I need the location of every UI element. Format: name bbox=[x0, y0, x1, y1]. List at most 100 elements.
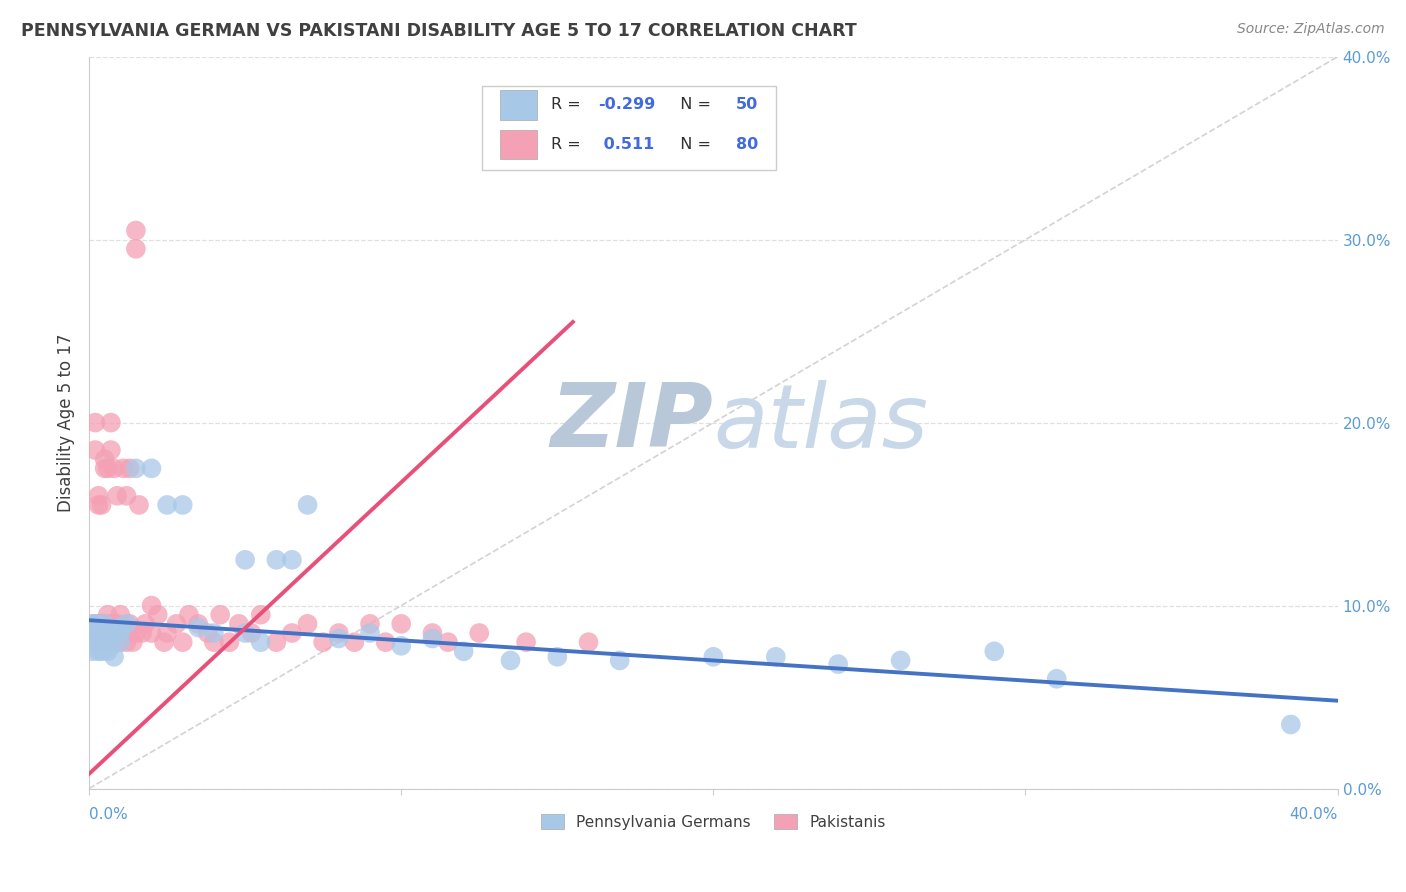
Point bbox=[197, 626, 219, 640]
Y-axis label: Disability Age 5 to 17: Disability Age 5 to 17 bbox=[58, 334, 75, 512]
Point bbox=[87, 644, 110, 658]
Point bbox=[84, 616, 107, 631]
Text: N =: N = bbox=[669, 97, 716, 112]
Point bbox=[90, 644, 112, 658]
Point bbox=[110, 626, 132, 640]
Point bbox=[578, 635, 600, 649]
Point bbox=[125, 223, 148, 237]
Point bbox=[389, 616, 412, 631]
Point bbox=[890, 653, 912, 667]
Point bbox=[118, 616, 141, 631]
Text: 80: 80 bbox=[735, 137, 758, 152]
Point bbox=[84, 616, 107, 631]
Point bbox=[82, 635, 104, 649]
Point bbox=[90, 616, 112, 631]
Point bbox=[153, 635, 176, 649]
Point bbox=[100, 416, 122, 430]
Point bbox=[146, 607, 169, 622]
Point bbox=[134, 616, 156, 631]
Point bbox=[115, 616, 138, 631]
Point bbox=[240, 626, 263, 640]
Point bbox=[266, 553, 288, 567]
Text: PENNSYLVANIA GERMAN VS PAKISTANI DISABILITY AGE 5 TO 17 CORRELATION CHART: PENNSYLVANIA GERMAN VS PAKISTANI DISABIL… bbox=[21, 22, 856, 40]
Point bbox=[110, 635, 132, 649]
Point bbox=[82, 616, 104, 631]
Text: R =: R = bbox=[551, 97, 586, 112]
Text: N =: N = bbox=[669, 137, 716, 152]
Point bbox=[87, 489, 110, 503]
Point bbox=[115, 635, 138, 649]
Point bbox=[100, 443, 122, 458]
Point bbox=[90, 630, 112, 644]
Point bbox=[297, 498, 319, 512]
Point bbox=[422, 626, 444, 640]
Text: ZIP: ZIP bbox=[551, 379, 713, 467]
Point bbox=[93, 461, 115, 475]
Point bbox=[422, 632, 444, 646]
Point bbox=[100, 626, 122, 640]
Point bbox=[110, 626, 132, 640]
Text: 0.0%: 0.0% bbox=[89, 807, 128, 822]
Point bbox=[125, 626, 148, 640]
Point bbox=[359, 626, 381, 640]
FancyBboxPatch shape bbox=[501, 90, 537, 120]
Point bbox=[103, 616, 125, 631]
Point bbox=[93, 616, 115, 631]
Point bbox=[209, 607, 232, 622]
Point bbox=[343, 635, 366, 649]
Point bbox=[172, 498, 194, 512]
Point bbox=[110, 635, 132, 649]
Text: 50: 50 bbox=[735, 97, 758, 112]
Point bbox=[82, 644, 104, 658]
Point bbox=[141, 626, 163, 640]
Point bbox=[112, 461, 135, 475]
Point bbox=[187, 620, 209, 634]
Point bbox=[281, 626, 304, 640]
Text: -0.299: -0.299 bbox=[599, 97, 655, 112]
Point bbox=[281, 553, 304, 567]
Point bbox=[827, 657, 849, 672]
Point bbox=[218, 635, 240, 649]
Point bbox=[93, 616, 115, 631]
Point bbox=[297, 616, 319, 631]
Point bbox=[312, 635, 335, 649]
Point bbox=[84, 443, 107, 458]
Point bbox=[702, 649, 724, 664]
Point bbox=[172, 635, 194, 649]
Point bbox=[125, 242, 148, 256]
Point bbox=[87, 616, 110, 631]
Point bbox=[453, 644, 475, 658]
Point bbox=[97, 626, 120, 640]
Point bbox=[141, 599, 163, 613]
Point bbox=[105, 616, 128, 631]
Point bbox=[328, 626, 350, 640]
Point bbox=[249, 635, 271, 649]
Point bbox=[131, 626, 153, 640]
Point bbox=[228, 616, 250, 631]
Point bbox=[87, 626, 110, 640]
Point bbox=[84, 416, 107, 430]
Text: 40.0%: 40.0% bbox=[1289, 807, 1337, 822]
Legend: Pennsylvania Germans, Pakistanis: Pennsylvania Germans, Pakistanis bbox=[536, 807, 891, 836]
Point bbox=[100, 639, 122, 653]
Point bbox=[765, 649, 787, 664]
Point bbox=[84, 626, 107, 640]
FancyBboxPatch shape bbox=[482, 86, 776, 170]
Text: 0.511: 0.511 bbox=[599, 137, 655, 152]
Point bbox=[359, 616, 381, 631]
Point bbox=[233, 626, 256, 640]
Point bbox=[233, 553, 256, 567]
Point bbox=[87, 498, 110, 512]
Point bbox=[187, 616, 209, 631]
Point bbox=[609, 653, 631, 667]
Point bbox=[389, 639, 412, 653]
Point bbox=[110, 620, 132, 634]
Point bbox=[90, 498, 112, 512]
Point bbox=[110, 607, 132, 622]
Text: atlas: atlas bbox=[713, 380, 928, 466]
Point bbox=[515, 635, 537, 649]
Point bbox=[499, 653, 522, 667]
Point bbox=[87, 620, 110, 634]
Point bbox=[328, 632, 350, 646]
Point bbox=[100, 616, 122, 631]
